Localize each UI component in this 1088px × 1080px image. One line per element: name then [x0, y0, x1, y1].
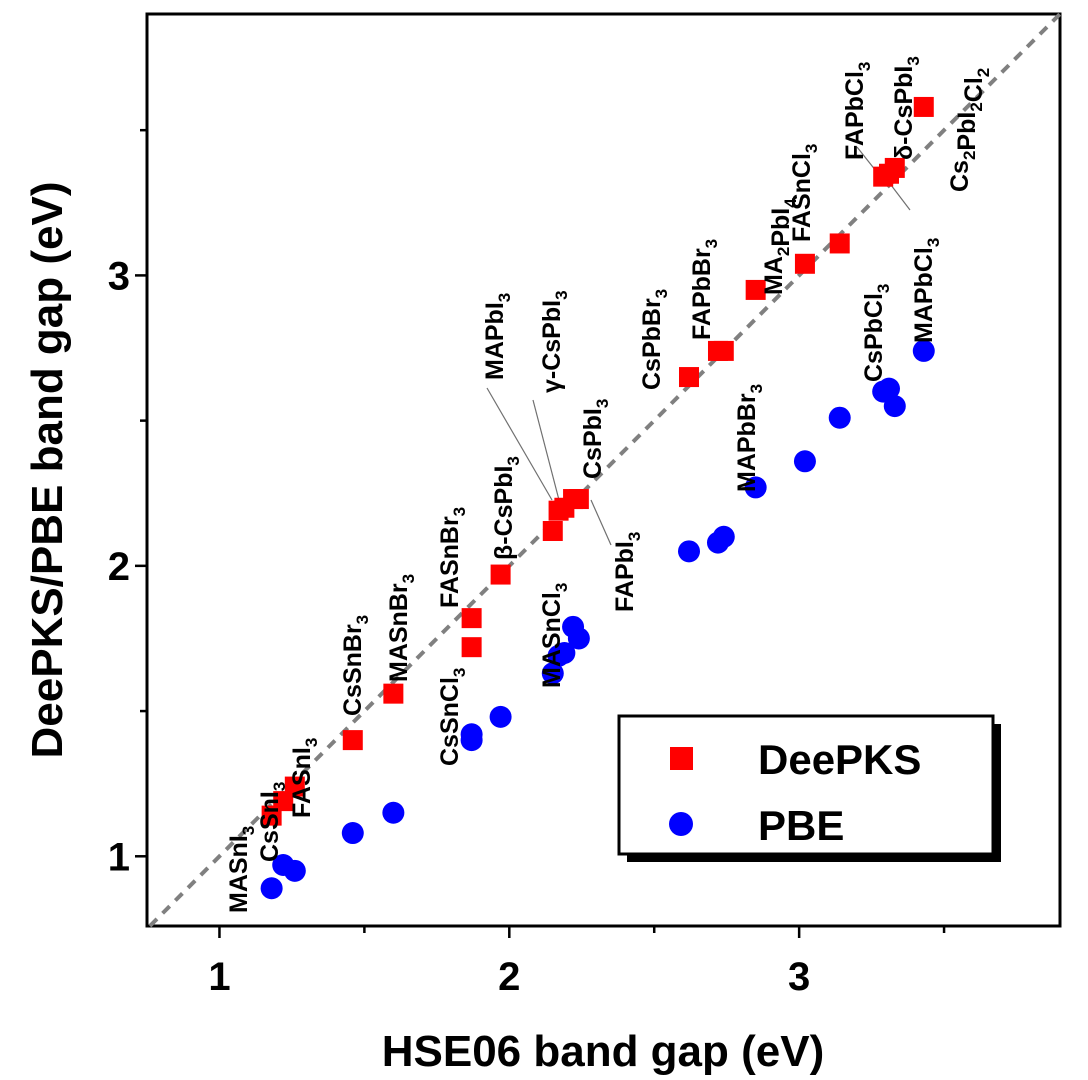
point-label: MASnBr3	[385, 574, 418, 682]
point-label: CsSnCl3	[436, 668, 469, 766]
label-leader-line	[486, 387, 553, 501]
point-label: MAPbCl3	[910, 238, 943, 343]
pbe-point	[460, 729, 483, 752]
point-label: CsPbCl3	[860, 284, 893, 382]
pbe-point	[341, 822, 364, 845]
point-label: MASnI3	[225, 826, 258, 913]
deepks-point	[383, 683, 404, 704]
y-tick-label: 2	[108, 545, 130, 589]
legend: DeePKS PBE	[617, 714, 1001, 862]
y-tick-label: 1	[108, 835, 130, 879]
deepks-point	[745, 279, 766, 300]
point-label: FAPbCl3	[841, 62, 874, 160]
label-leader-line	[890, 184, 911, 211]
legend-pbe-label: PBE	[758, 802, 844, 849]
point-label: FASnBr3	[436, 507, 469, 608]
deepks-point	[490, 564, 511, 585]
deepks-point	[829, 233, 850, 254]
x-tick-label: 2	[498, 955, 520, 999]
point-label: FASnI3	[288, 738, 321, 818]
point-label: CsSnI3	[256, 782, 289, 862]
deepks-point	[542, 520, 563, 541]
point-label: CsSnBr3	[339, 615, 372, 716]
point-label: FAPbI3	[611, 532, 644, 612]
deepks-point	[913, 96, 934, 117]
point-label: FAPbBr3	[688, 239, 721, 340]
deepks-point	[342, 730, 363, 751]
pbe-point	[567, 627, 590, 650]
x-tick-label: 3	[788, 955, 810, 999]
point-label: γ-CsPbI3	[538, 290, 571, 393]
pbe-point	[678, 540, 701, 563]
pbe-point	[912, 339, 935, 362]
plot-frame	[145, 12, 1062, 928]
pbe-point	[260, 877, 283, 900]
pbe-point	[382, 801, 405, 824]
x-axis-title: HSE06 band gap (eV)	[382, 1027, 825, 1076]
y-axis-title: DeePKS/PBE band gap (eV)	[23, 181, 72, 758]
legend-deepks-marker	[670, 747, 693, 770]
pbe-point	[283, 859, 306, 882]
deepks-point	[461, 637, 482, 658]
pbe-point	[877, 377, 900, 400]
deepks-point	[284, 776, 305, 797]
y-tick-label: 3	[108, 254, 130, 298]
deepks-point	[794, 253, 815, 274]
legend-pbe-marker	[669, 812, 693, 836]
pbe-point	[883, 395, 906, 418]
deepks-point	[713, 340, 734, 361]
x-tick-label: 1	[208, 955, 230, 999]
deepks-point	[884, 157, 905, 178]
pbe-point	[553, 641, 576, 664]
label-leader-line	[532, 399, 560, 501]
point-label: CsPbBr3	[638, 289, 671, 390]
deepks-point	[679, 367, 700, 388]
point-label: MASnCl3	[538, 583, 571, 688]
deepks-point	[461, 608, 482, 629]
pbe-point	[828, 406, 851, 429]
pbe-point	[712, 525, 735, 548]
deepks-point	[568, 489, 589, 510]
pbe-point	[744, 476, 767, 499]
point-label: Cs2PbI2Cl2	[946, 68, 993, 192]
point-label: FASnCl3	[788, 144, 821, 242]
point-label: β-CsPbI3	[490, 456, 523, 560]
pbe-point	[489, 705, 512, 728]
point-label: MA2PbI4	[760, 198, 800, 295]
point-label: δ-CsPbI3	[890, 56, 923, 160]
legend-deepks-label: DeePKS	[758, 736, 921, 783]
pbe-point	[793, 450, 816, 473]
point-label: MAPbBr3	[733, 384, 766, 492]
pbe-point	[541, 662, 564, 685]
point-label: MAPbI3	[481, 293, 514, 380]
label-leader-line	[590, 499, 612, 546]
point-label: CsPbI3	[579, 399, 612, 479]
